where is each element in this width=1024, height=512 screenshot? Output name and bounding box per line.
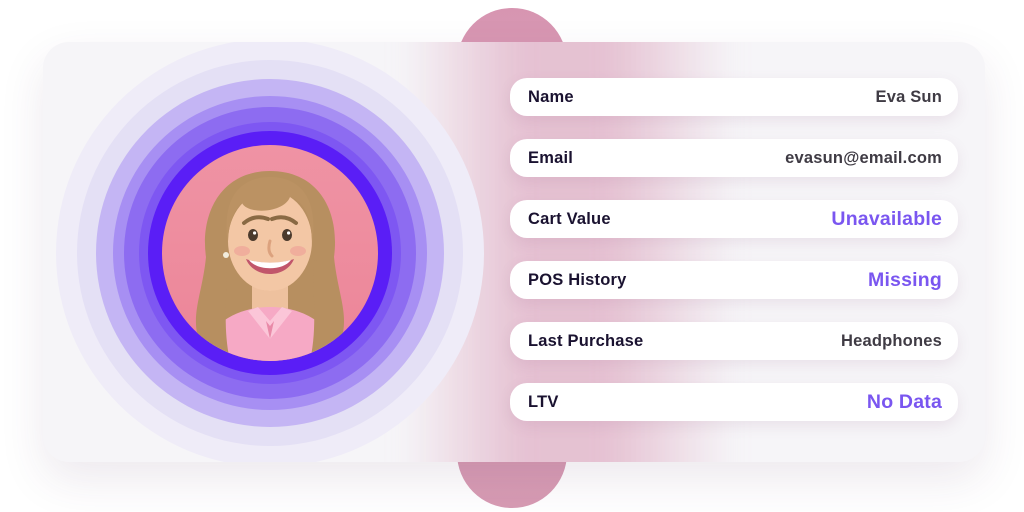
avatar-photo [162, 145, 378, 361]
profile-row: POS History Missing [510, 261, 958, 299]
row-value: Eva Sun [875, 87, 942, 106]
row-label: Last Purchase [528, 331, 644, 350]
row-value: Missing [868, 268, 942, 291]
row-value: No Data [866, 390, 942, 413]
profile-row: Cart Value Unavailable [510, 200, 958, 238]
row-label: POS History [528, 270, 627, 289]
row-value: evasun@email.com [785, 148, 942, 167]
profile-row: Last Purchase Headphones [510, 322, 958, 360]
profile-row: Name Eva Sun [510, 78, 958, 116]
row-value: Headphones [840, 331, 942, 350]
profile-fields-list: Name Eva Sun Email evasun@email.com Cart Val… [510, 78, 958, 421]
customer-profile-card: Name Eva Sun Email evasun@email.com Cart Val… [43, 42, 985, 462]
row-label: Email [528, 148, 574, 167]
row-label: Name [528, 87, 574, 106]
row-value: Unavailable [831, 207, 942, 230]
profile-row: Email evasun@email.com [510, 139, 958, 177]
row-label: LTV [528, 392, 559, 411]
profile-row: LTV No Data [510, 383, 958, 421]
avatar-illustration [162, 145, 378, 361]
row-label: Cart Value [528, 209, 611, 228]
